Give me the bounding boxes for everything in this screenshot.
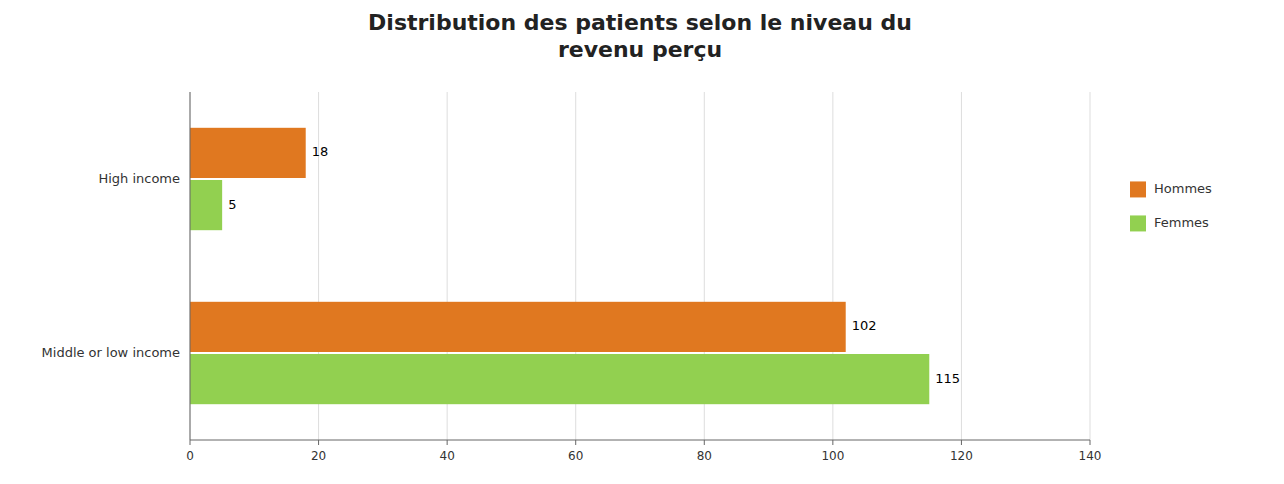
x-tick-label: 20 <box>311 449 326 463</box>
y-axis-line <box>190 92 191 440</box>
grid-line <box>961 92 962 440</box>
x-tick <box>704 440 705 445</box>
x-tick-label: 80 <box>697 449 712 463</box>
x-tick <box>575 440 576 445</box>
x-axis-line <box>190 440 1090 441</box>
x-tick-label: 120 <box>950 449 973 463</box>
category-label: High income <box>98 171 180 186</box>
x-tick <box>961 440 962 445</box>
grid-line <box>1090 92 1091 440</box>
x-tick <box>832 440 833 445</box>
bar <box>190 128 306 178</box>
x-tick <box>447 440 448 445</box>
data-label: 115 <box>935 371 960 386</box>
bar <box>190 180 222 230</box>
x-tick <box>318 440 319 445</box>
bars <box>190 128 929 404</box>
grid-line <box>190 92 191 440</box>
category-label: Middle or low income <box>42 345 180 360</box>
x-tick-label: 40 <box>440 449 455 463</box>
chart-title: Distribution des patients selon le nivea… <box>368 10 912 62</box>
chart-container: Distribution des patients selon le nivea… <box>0 0 1284 484</box>
bar <box>190 354 929 404</box>
legend-swatch <box>1130 181 1146 197</box>
x-tick <box>1090 440 1091 445</box>
data-label: 102 <box>852 318 877 333</box>
legend-label: Hommes <box>1154 181 1212 196</box>
legend-swatch <box>1130 215 1146 231</box>
data-labels: 102 115 18 5 <box>228 144 960 385</box>
grid <box>190 92 1090 440</box>
x-tick-label: 100 <box>821 449 844 463</box>
x-tick-label: 60 <box>568 449 583 463</box>
chart-svg: Distribution des patients selon le nivea… <box>0 0 1284 484</box>
x-tick-label: 0 <box>186 449 194 463</box>
legend-label: Femmes <box>1154 215 1209 230</box>
x-tick <box>190 440 191 445</box>
legend: Hommes Femmes <box>1130 181 1212 232</box>
title-line: Distribution des patients selon le nivea… <box>368 10 912 35</box>
bar <box>190 302 846 352</box>
data-label: 18 <box>312 144 329 159</box>
data-label: 5 <box>228 197 236 212</box>
title-line: revenu perçu <box>558 37 722 62</box>
x-tick-label: 140 <box>1079 449 1102 463</box>
